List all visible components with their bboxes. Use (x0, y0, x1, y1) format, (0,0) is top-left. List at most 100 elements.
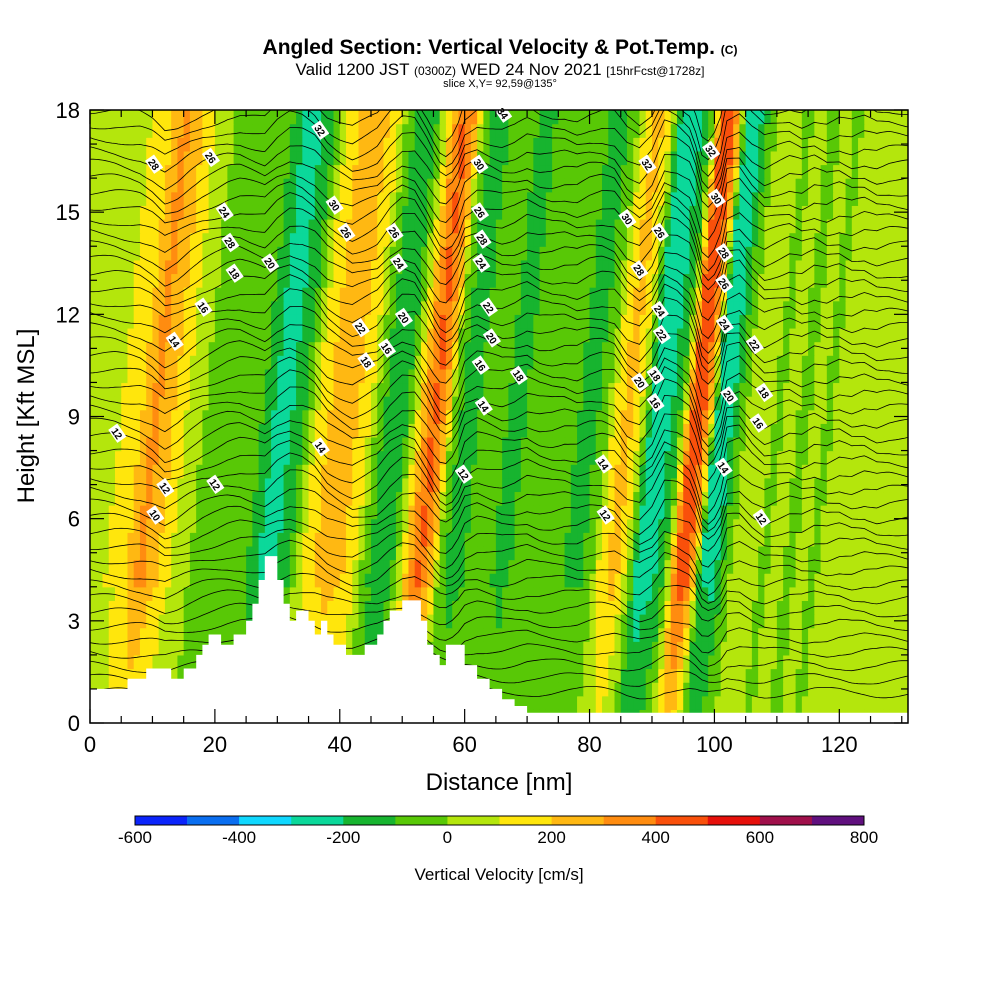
velocity-cell (645, 477, 653, 493)
velocity-cell (358, 273, 366, 288)
velocity-cell (152, 355, 160, 370)
velocity-cell (495, 600, 503, 615)
velocity-cell (620, 382, 628, 397)
velocity-cell (508, 355, 516, 370)
velocity-cell (695, 450, 703, 465)
velocity-cell (389, 246, 397, 261)
velocity-cell (676, 586, 684, 601)
velocity-cell (364, 409, 372, 424)
velocity-cell (202, 368, 210, 384)
velocity-cell (870, 232, 878, 247)
velocity-cell (177, 368, 185, 384)
velocity-cell (883, 586, 890, 601)
velocity-cell (520, 341, 528, 356)
velocity-cell (826, 382, 834, 397)
subtitle-forecast: [15hrFcst@1728z] (606, 64, 705, 78)
velocity-cell (558, 382, 566, 397)
velocity-cell (121, 355, 129, 370)
velocity-cell (102, 327, 110, 343)
velocity-cell (833, 627, 840, 642)
velocity-cell (851, 477, 859, 493)
velocity-cell (683, 505, 691, 520)
velocity-cell (239, 573, 247, 588)
velocity-cell (370, 491, 378, 506)
velocity-cell (102, 355, 110, 370)
velocity-cell (427, 409, 435, 424)
velocity-cell (758, 559, 765, 574)
velocity-cell (714, 518, 722, 533)
velocity-cell (795, 368, 803, 384)
velocity-cell (239, 505, 247, 520)
velocity-cell (758, 259, 765, 275)
velocity-cell (252, 205, 260, 220)
velocity-cell (314, 423, 322, 438)
velocity-cell (321, 396, 328, 411)
velocity-cell (389, 518, 397, 533)
velocity-cell (302, 409, 310, 424)
velocity-cell (489, 641, 497, 656)
velocity-cell (633, 218, 641, 234)
velocity-cell (483, 573, 491, 588)
velocity-cell (783, 559, 790, 574)
velocity-cell (851, 695, 859, 710)
velocity-cell (508, 327, 516, 343)
velocity-cell (302, 600, 310, 615)
velocity-cell (876, 218, 884, 234)
velocity-cell (427, 600, 435, 615)
velocity-cell (495, 668, 503, 683)
velocity-cell (708, 436, 716, 452)
velocity-cell (383, 232, 391, 247)
velocity-cell (458, 573, 466, 588)
velocity-cell (864, 518, 872, 533)
velocity-cell (627, 450, 634, 465)
velocity-cell (439, 368, 447, 384)
velocity-cell (589, 586, 597, 601)
velocity-cell (689, 436, 697, 452)
velocity-cell (420, 327, 428, 343)
velocity-cell (764, 246, 772, 261)
velocity-cell (108, 396, 116, 411)
velocity-cell (639, 505, 647, 520)
velocity-cell (302, 382, 310, 397)
velocity-cell (102, 423, 110, 438)
velocity-cell (177, 355, 185, 370)
velocity-cell (808, 341, 815, 356)
velocity-cell (395, 218, 403, 234)
velocity-cell (221, 436, 228, 452)
velocity-cell (495, 382, 503, 397)
velocity-cell (283, 464, 291, 479)
velocity-cell (739, 518, 747, 533)
velocity-cell (346, 491, 353, 506)
velocity-cell (158, 314, 166, 329)
velocity-cell (545, 218, 553, 234)
velocity-cell (114, 573, 122, 588)
velocity-cell (202, 382, 210, 397)
velocity-cell (720, 355, 728, 370)
velocity-cell (458, 436, 466, 452)
velocity-cell (602, 477, 609, 493)
velocity-cell (333, 559, 341, 574)
velocity-cell (470, 232, 478, 247)
velocity-cell (664, 491, 672, 506)
velocity-cell (633, 464, 641, 479)
velocity-cell (339, 614, 347, 629)
velocity-cell (171, 600, 179, 615)
velocity-cell (858, 341, 865, 356)
velocity-cell (858, 477, 865, 493)
velocity-cell (670, 382, 678, 397)
velocity-cell (733, 477, 740, 493)
velocity-cell (352, 287, 360, 302)
velocity-cell (414, 273, 422, 288)
velocity-cell (121, 300, 129, 315)
velocity-cell (739, 368, 747, 384)
velocity-cell (377, 423, 385, 438)
velocity-cell (445, 218, 453, 234)
velocity-cell (527, 423, 534, 438)
velocity-cell (639, 695, 647, 710)
velocity-cell (321, 586, 328, 601)
velocity-cell (602, 600, 609, 615)
velocity-cell (789, 314, 797, 329)
velocity-cell (127, 218, 135, 234)
velocity-cell (564, 682, 572, 697)
velocity-cell (96, 641, 104, 656)
